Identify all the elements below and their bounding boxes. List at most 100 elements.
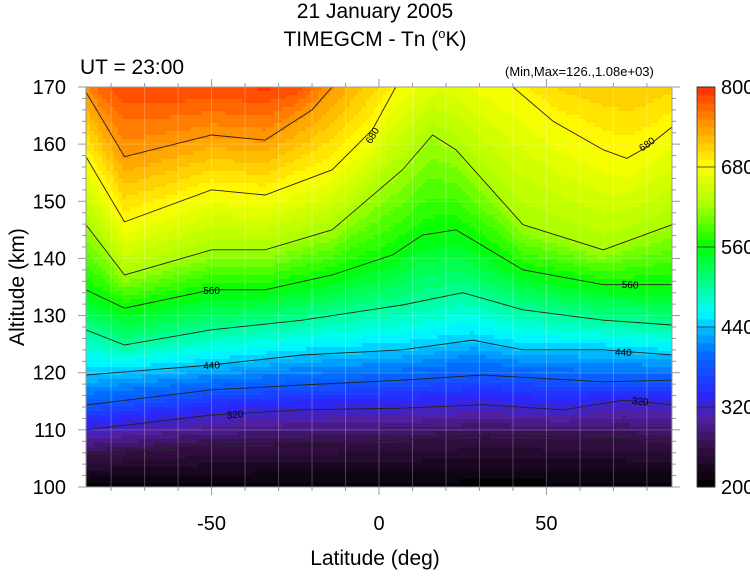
field-cell (98, 439, 103, 444)
field-cell (142, 447, 147, 452)
field-cell (154, 199, 159, 204)
field-cell (198, 467, 203, 472)
field-cell (138, 195, 143, 200)
field-cell (150, 91, 155, 96)
field-cell (266, 151, 271, 156)
field-cell (122, 451, 127, 456)
field-cell (142, 371, 147, 376)
field-cell (242, 283, 247, 288)
field-cell (146, 463, 151, 468)
field-cell (258, 311, 263, 316)
field-cell (114, 259, 119, 264)
field-cell (182, 307, 187, 312)
field-cell (206, 403, 211, 408)
field-cell (158, 171, 163, 176)
field-cell (254, 415, 259, 420)
field-cell (202, 215, 207, 220)
field-cell (190, 311, 195, 316)
field-cell (194, 351, 199, 356)
field-cell (218, 255, 223, 260)
field-cell (166, 95, 171, 100)
field-cell (274, 87, 279, 92)
field-cell (114, 167, 119, 172)
field-cell (230, 407, 235, 412)
field-cell (210, 143, 215, 148)
field-cell (262, 279, 267, 284)
field-cell (178, 151, 183, 156)
field-cell (122, 467, 127, 472)
field-cell (282, 435, 287, 440)
field-cell (150, 203, 155, 208)
field-cell (130, 359, 135, 364)
field-cell (230, 347, 235, 352)
field-cell (190, 255, 195, 260)
field-cell (258, 255, 263, 260)
field-cell (130, 215, 135, 220)
field-cell (222, 219, 227, 224)
field-cell (146, 399, 151, 404)
field-cell (242, 155, 247, 160)
field-cell (158, 231, 163, 236)
field-cell (246, 479, 251, 484)
field-cell (90, 367, 95, 372)
field-cell (206, 315, 211, 320)
field-cell (274, 199, 279, 204)
field-cell (134, 307, 139, 312)
field-cell (86, 231, 91, 236)
field-cell (94, 291, 99, 296)
field-cell (230, 131, 235, 136)
field-cell (98, 271, 103, 276)
field-cell (210, 219, 215, 224)
field-cell (138, 271, 143, 276)
field-cell (174, 287, 179, 292)
field-cell (126, 295, 131, 300)
field-cell (258, 267, 263, 272)
field-cell (206, 191, 211, 196)
field-cell (194, 91, 199, 96)
field-cell (174, 163, 179, 168)
field-cell (274, 451, 279, 456)
field-cell (214, 179, 219, 184)
field-cell (110, 103, 115, 108)
field-cell (218, 299, 223, 304)
field-cell (206, 263, 211, 268)
field-cell (258, 307, 263, 312)
field-cell (134, 299, 139, 304)
field-cell (98, 383, 103, 388)
field-cell (206, 355, 211, 360)
field-cell (206, 475, 211, 480)
field-cell (270, 231, 275, 236)
field-cell (138, 91, 143, 96)
field-cell (162, 143, 167, 148)
field-cell (266, 471, 271, 476)
field-cell (114, 379, 119, 384)
field-cell (218, 175, 223, 180)
field-cell (162, 427, 167, 432)
field-cell (90, 331, 95, 336)
field-cell (218, 119, 223, 124)
field-cell (190, 171, 195, 176)
field-cell (106, 223, 111, 228)
field-cell (226, 119, 231, 124)
field-cell (274, 155, 279, 160)
field-cell (142, 235, 147, 240)
field-cell (226, 263, 231, 268)
field-cell (102, 471, 107, 476)
field-cell (238, 295, 243, 300)
field-cell (122, 427, 127, 432)
field-cell (186, 215, 191, 220)
field-cell (94, 395, 99, 400)
field-cell (222, 335, 227, 340)
field-cell (250, 247, 255, 252)
field-cell (210, 187, 215, 192)
field-cell (274, 375, 279, 380)
field-cell (86, 107, 91, 112)
field-cell (262, 187, 267, 192)
field-cell (278, 275, 283, 280)
field-cell (118, 439, 123, 444)
field-cell (102, 271, 107, 276)
field-cell (154, 239, 159, 244)
field-cell (266, 267, 271, 272)
field-cell (282, 315, 287, 320)
field-cell (202, 151, 207, 156)
